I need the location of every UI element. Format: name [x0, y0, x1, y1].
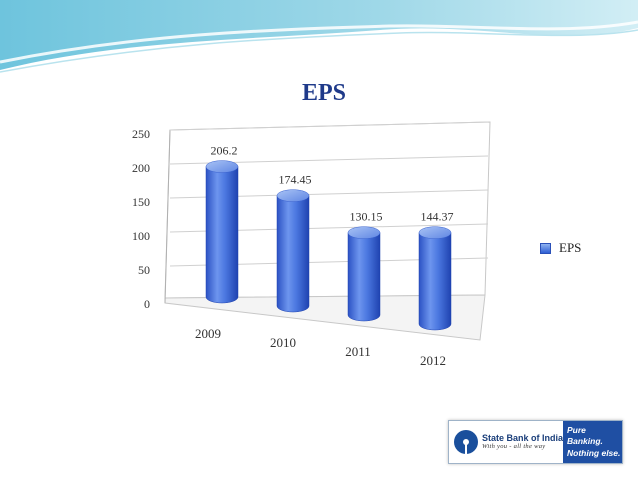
y-tick-label: 100	[132, 229, 150, 243]
legend: EPS	[540, 240, 581, 256]
legend-swatch	[540, 242, 551, 254]
data-label: 144.37	[421, 210, 454, 224]
y-tick-label: 50	[138, 263, 150, 277]
bar	[276, 189, 310, 313]
bar-top	[418, 226, 452, 239]
y-tick-labels: 0 50 100 150 200 250	[132, 127, 150, 311]
bank-tagline: With you - all the way	[482, 443, 546, 451]
bar	[347, 226, 381, 322]
y-tick-label: 250	[132, 127, 150, 141]
bar-body	[276, 195, 310, 313]
x-tick-label: 2012	[420, 353, 446, 368]
sbi-text-block: State Bank of India With you - all the w…	[482, 433, 563, 451]
bar-body	[205, 166, 239, 304]
x-tick-label: 2009	[195, 326, 221, 341]
x-tick-label: 2011	[345, 344, 371, 359]
slogan-line-2: Nothing else.	[567, 447, 621, 458]
sbi-logo-icon	[454, 430, 478, 454]
data-label: 206.2	[211, 144, 238, 158]
y-tick-label: 200	[132, 161, 150, 175]
bar-body	[347, 232, 381, 322]
bar-top	[276, 189, 310, 202]
bar-top	[347, 226, 381, 239]
bank-name: State Bank of India	[482, 433, 564, 444]
data-labels: 206.2 174.45 130.15 144.37	[211, 144, 454, 224]
legend-label: EPS	[559, 240, 582, 255]
y-tick-label: 0	[144, 297, 150, 311]
bar-body	[418, 232, 452, 331]
sbi-brand: State Bank of India With you - all the w…	[449, 421, 563, 463]
x-tick-labels: 2009 2010 2011 2012	[195, 326, 446, 368]
y-axis-line	[164, 129, 171, 304]
bar	[205, 160, 239, 304]
plot-area	[164, 121, 491, 341]
data-label: 174.45	[279, 173, 312, 187]
x-tick-label: 2010	[270, 335, 296, 350]
bar-top	[205, 160, 239, 173]
data-label: 130.15	[350, 210, 383, 224]
sbi-slogan: Pure Banking. Nothing else.	[563, 421, 622, 463]
sbi-logo-banner: State Bank of India With you - all the w…	[448, 420, 623, 464]
bars	[205, 160, 452, 331]
gridline	[169, 121, 489, 131]
y-tick-label: 150	[132, 195, 150, 209]
chart-title: EPS	[302, 80, 346, 106]
slogan-line-1: Pure Banking.	[567, 425, 603, 447]
bar	[418, 226, 452, 331]
header-wave	[0, 0, 638, 73]
